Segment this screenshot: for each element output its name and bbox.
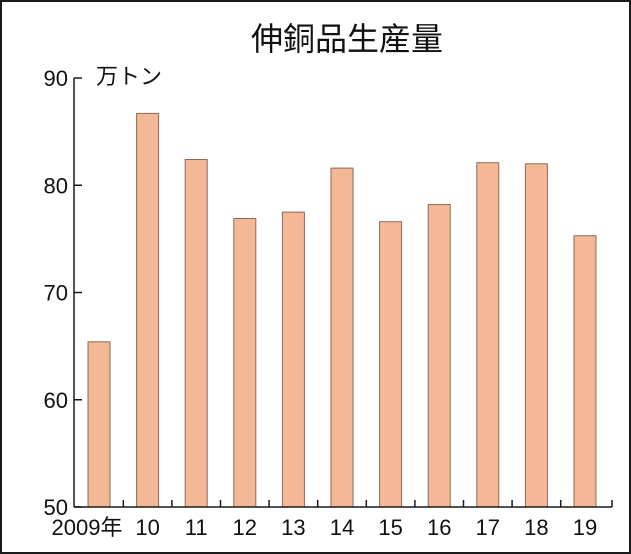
x-axis: 2009年 10 11 12 13 14 15 16 17 18 19 [52,500,613,540]
x-tick-label-10: 10 [135,515,159,540]
bar-18 [524,163,548,508]
bar-2009年 [87,341,111,508]
y-tick-label-60: 60 [44,388,68,413]
y-tick-label-90: 90 [44,66,68,91]
bar-15 [379,221,403,508]
y-tick-label-80: 80 [44,173,68,198]
x-tick-label-19: 19 [573,515,597,540]
y-axis-unit-label: 万トン [96,64,162,89]
bar-17 [476,162,500,508]
x-tick-label-11: 11 [185,515,208,540]
x-tick-label-16: 16 [427,515,451,540]
x-tick-label-14: 14 [330,515,354,540]
x-tick-label-18: 18 [524,515,548,540]
bar-14 [330,167,354,508]
bar-19 [573,235,597,508]
bar-13 [281,211,305,508]
y-tick-label-50: 50 [44,495,68,520]
bar-12 [233,218,257,508]
y-axis: 50 60 70 80 90 [44,66,82,520]
bar-11 [184,159,208,508]
bar-10 [136,112,160,508]
bar-16 [427,204,451,508]
x-tick-label-15: 15 [378,515,402,540]
y-tick-label-70: 70 [44,281,68,306]
x-tick-label-13: 13 [281,515,305,540]
bars-group [87,112,597,508]
x-tick-label-12: 12 [233,515,257,540]
x-tick-label-17: 17 [476,515,500,540]
chart-title: 伸銅品生産量 [251,21,443,57]
x-tick-label-2009年: 2009年 [52,515,123,540]
